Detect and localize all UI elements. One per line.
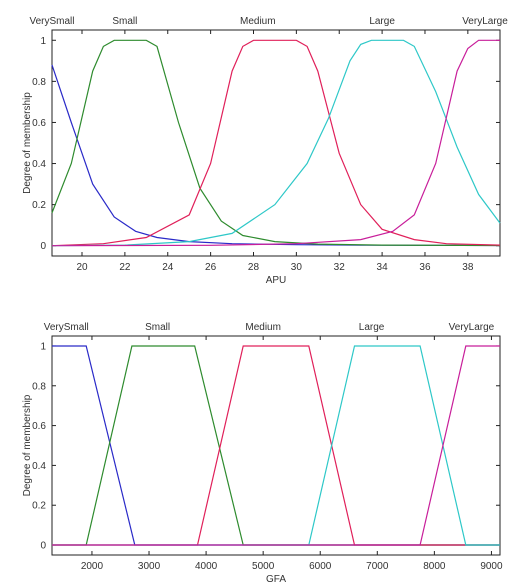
y-tick-label: 0.6 [32,421,46,432]
series-line-medium [51,39,501,247]
y-tick-label: 0.8 [32,77,46,88]
x-tick-label: 2000 [81,561,104,572]
series-label-verysmall: VerySmall [29,16,74,27]
series-line-small [51,39,501,247]
x-axis-label: APU [266,275,287,286]
chart-2: 2000 3000 4000 5000 6000 7000 8000 9000 0 0.2 0.4 0… [22,322,503,583]
y-tick-label: 0.6 [32,118,46,129]
series-label-verylarge: VeryLarge [449,322,495,333]
series-label-verylarge: VeryLarge [462,16,508,27]
series-line-verysmall [51,64,501,247]
series-line-large [52,345,500,546]
y-tick-label: 0.4 [32,461,46,472]
x-tick-label: 24 [162,262,174,273]
series-label-large: Large [359,322,385,333]
y-tick-label: 0.2 [32,200,46,211]
x-tick-label: 38 [462,262,474,273]
series-label-verysmall: VerySmall [44,322,89,333]
y-tick-label: 0 [40,241,46,252]
series-label-medium: Medium [240,16,276,27]
x-axis-label: GFA [266,574,286,583]
y-tick-label: 0.4 [32,159,46,170]
x-tick-label: 26 [205,262,217,273]
x-tick-label: 7000 [366,561,389,572]
chart-1: 20 22 24 26 28 30 32 34 36 38 0 0.2 0.4 0.6 0.8 1 APU Deg… [22,16,508,286]
series-label-medium: Medium [245,322,281,333]
series-label-large: Large [369,16,395,27]
x-tick-label: 20 [76,262,88,273]
x-tick-label: 8000 [423,561,446,572]
y-axis-label: Degree of membership [22,394,33,496]
x-tick-label: 22 [119,262,131,273]
x-tick-label: 34 [377,262,389,273]
series-line-small [52,345,500,546]
y-tick-label: 0.2 [32,501,46,512]
y-axis-label: Degree of membership [22,92,33,194]
x-tick-label: 4000 [195,561,218,572]
series-line-large [51,39,501,247]
x-tick-label: 6000 [309,561,332,572]
y-tick-label: 0 [40,541,46,552]
x-tick-label: 36 [419,262,431,273]
x-tick-label: 5000 [252,561,275,572]
series-line-verylarge [51,39,500,247]
x-tick-label: 28 [248,262,260,273]
y-tick-label: 1 [40,36,46,47]
x-tick-label: 32 [334,262,346,273]
series-label-small: Small [145,322,170,333]
plot-frame [51,29,501,257]
x-tick-label: 30 [291,262,303,273]
series-label-small: Small [112,16,137,27]
x-tick-label: 9000 [480,561,503,572]
y-tick-label: 1 [40,341,46,352]
series-line-verysmall [52,345,500,546]
series-line-medium [52,345,500,546]
series-line-verylarge [52,345,500,546]
plot-frame [51,335,501,556]
x-tick-label: 3000 [138,561,161,572]
y-tick-label: 0.8 [32,381,46,392]
